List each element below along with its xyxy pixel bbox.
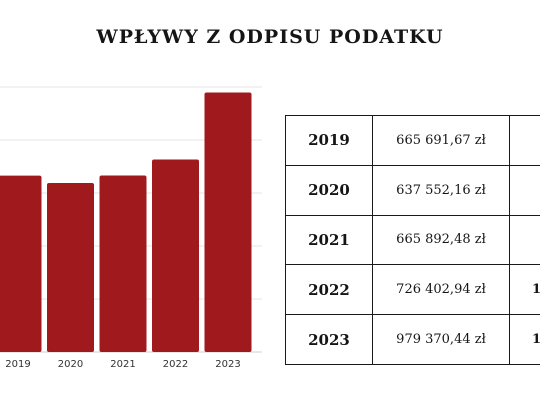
x-tick-label: 2021: [110, 359, 135, 370]
extra-cell: 1: [509, 314, 540, 365]
year-cell: 2020: [285, 164, 373, 216]
amount-cell: 665 892,48 zł: [372, 214, 510, 266]
extra-cell: [509, 164, 540, 216]
x-tick-label: 2022: [163, 359, 188, 370]
year-cell: 2023: [285, 314, 373, 365]
extra-cell: 1: [509, 264, 540, 316]
data-table: 2019 665 691,67 zł 2020 637 552,16 zł 2021 66…: [285, 115, 540, 365]
data-table-wrapper: 2019 665 691,67 zł 2020 637 552,16 zł 2021 66…: [285, 115, 540, 366]
x-tick-label: 2019: [5, 359, 30, 370]
bar-2021: [99, 175, 147, 352]
year-cell: 2022: [285, 264, 373, 316]
amount-cell: 979 370,44 zł: [372, 314, 510, 365]
extra-cell: [509, 115, 540, 166]
amount-cell: 665 691,67 zł: [372, 115, 510, 166]
table-row: 2023 979 370,44 zł 1: [285, 314, 540, 365]
bar-2023: [204, 92, 252, 353]
year-cell: 2021: [285, 214, 373, 266]
bar-chart: 2019 2020 2021 2022 2023: [0, 86, 262, 370]
x-tick-label: 2023: [215, 359, 240, 370]
bar-2019: [0, 175, 42, 352]
bar-2020: [47, 183, 94, 352]
table-row: 2022 726 402,94 zł 1: [285, 264, 540, 316]
amount-cell: 637 552,16 zł: [372, 164, 510, 216]
amount-cell: 726 402,94 zł: [372, 264, 510, 316]
page-title: WPŁYWY Z ODPISU PODATKU: [96, 26, 444, 48]
bar-2022: [152, 159, 199, 352]
extra-cell: [509, 214, 540, 266]
table-row: 2019 665 691,67 zł: [285, 115, 540, 166]
year-cell: 2019: [285, 115, 373, 166]
x-tick-label: 2020: [58, 359, 83, 370]
table-row: 2020 637 552,16 zł: [285, 164, 540, 216]
table-row: 2021 665 892,48 zł: [285, 214, 540, 266]
